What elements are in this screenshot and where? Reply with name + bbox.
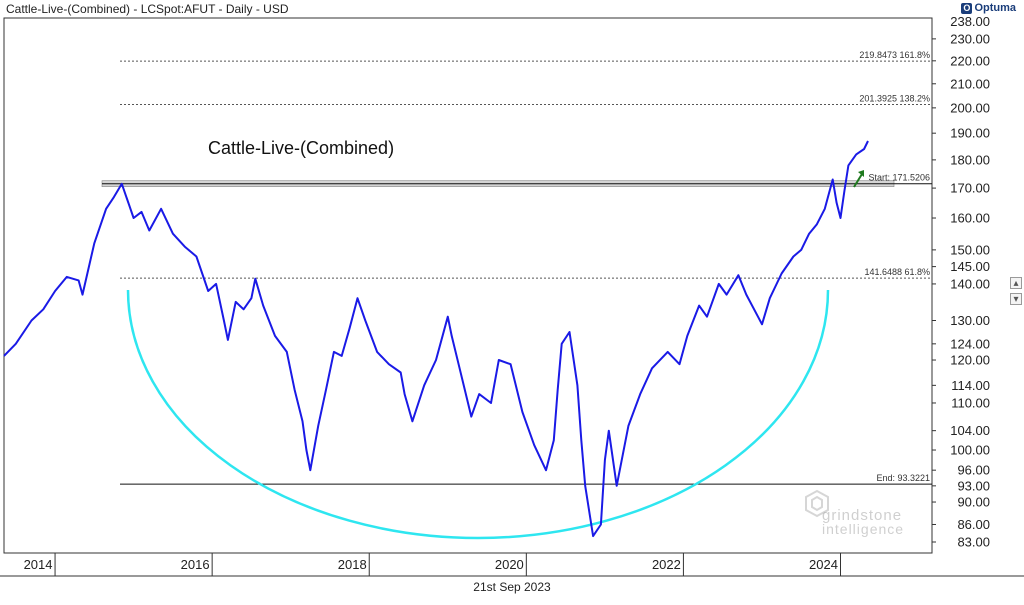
y-tick-label-1: 220.00: [950, 53, 990, 68]
scroll-up-button[interactable]: ▴: [1010, 277, 1022, 289]
grindstone-logo-icon: [805, 489, 829, 518]
scroll-down-button[interactable]: ▾: [1010, 293, 1022, 305]
cup-arc: [126, 289, 830, 540]
y-tick-label-6: 170.00: [950, 181, 990, 196]
y-tick-label-16: 104.00: [950, 423, 990, 438]
brand-logo: O Optuma: [961, 2, 1016, 14]
scroll-down-icon: ▾: [1013, 294, 1019, 305]
breakout-arrow-shaft: [853, 173, 863, 188]
y-tick-label-8: 150.00: [950, 242, 990, 257]
y-tick-label-5: 180.00: [950, 152, 990, 167]
x-tick-label-2: 2018: [338, 557, 367, 572]
y-tick-label-15: 110.00: [951, 395, 990, 410]
level-label-1: 201.3925 138.2%: [859, 93, 930, 103]
y-tick-label-17: 100.00: [950, 443, 990, 458]
chart-date: 21st Sep 2023: [473, 580, 551, 594]
y-tick-label-14: 114.00: [951, 378, 990, 393]
chart-title: Cattle-Live-(Combined): [208, 138, 394, 158]
y-tick-label-9: 145.00: [950, 259, 990, 274]
level-label-0: 219.8473 161.8%: [859, 50, 930, 60]
watermark-group: [805, 489, 829, 518]
y-tick-label-0: 230.00: [950, 31, 990, 46]
y-tick-label-4: 190.00: [950, 126, 990, 141]
x-tick-label-4: 2022: [652, 557, 681, 572]
optuma-logo-icon: O: [961, 3, 973, 14]
y-tick-label-2: 210.00: [950, 76, 990, 91]
level-label-3: 141.6488 61.8%: [864, 267, 930, 277]
y-tick-label-18: 96.00: [957, 463, 990, 478]
watermark-line1: grindstone: [822, 507, 902, 524]
y-tick-label-22: 83.00: [957, 535, 990, 550]
y-tick-label-20: 90.00: [957, 495, 990, 510]
y-tick-label-11: 130.00: [950, 313, 990, 328]
x-tick-label-5: 2024: [809, 557, 838, 572]
level-label-2: Start: 171.5206: [868, 173, 930, 183]
y-tick-label-10: 140.00: [950, 276, 990, 291]
y-tick-label-12: 124.00: [950, 336, 990, 351]
scroll-up-icon: ▴: [1013, 278, 1019, 289]
chart-header-title: Cattle-Live-(Combined) - LCSpot:AFUT - D…: [6, 2, 289, 16]
x-tick-label-1: 2016: [181, 557, 210, 572]
y-tick-label-21: 86.00: [957, 517, 990, 532]
plot-frame: [3, 17, 933, 554]
price-series-line: [3, 140, 869, 538]
y-tick-label-19: 93.00: [957, 478, 990, 493]
y-tick-label-3: 200.00: [950, 100, 990, 115]
level-label-4: End: 93.3221: [876, 473, 930, 483]
y-tick-label-13: 120.00: [950, 353, 990, 368]
y-tick-label-top: 238.00: [950, 14, 990, 29]
watermark-line2: intelligence: [822, 521, 904, 537]
brand-name: Optuma: [974, 2, 1016, 14]
x-tick-label-0: 2014: [24, 557, 53, 572]
breakout-arrowhead-icon: [858, 170, 864, 177]
x-tick-label-3: 2020: [495, 557, 524, 572]
y-tick-label-7: 160.00: [950, 211, 990, 226]
